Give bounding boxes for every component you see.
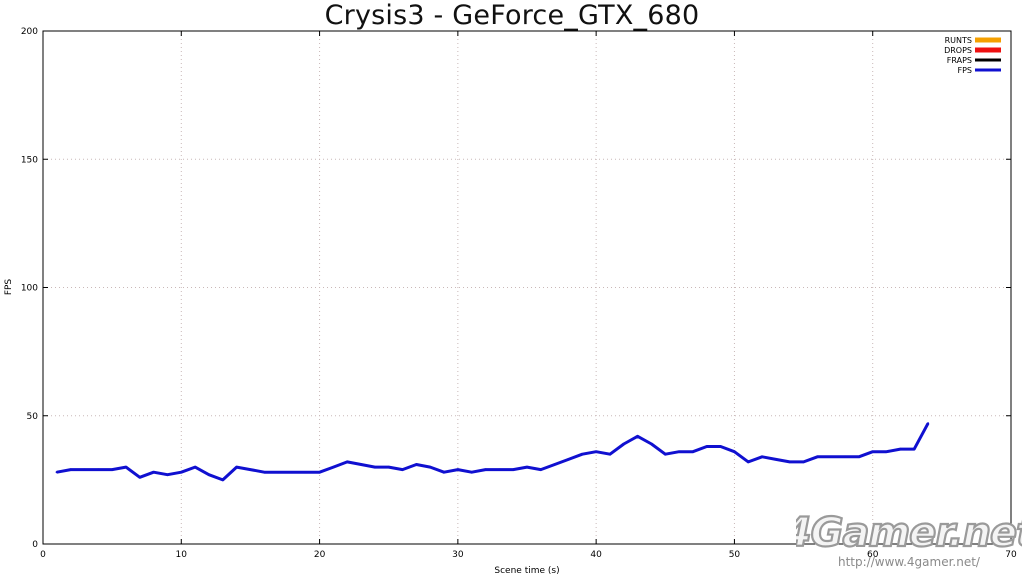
data-point bbox=[691, 450, 695, 453]
data-point bbox=[830, 455, 833, 458]
data-point bbox=[774, 458, 778, 461]
x-tick-label: 40 bbox=[590, 550, 602, 560]
data-point bbox=[650, 442, 653, 446]
data-point bbox=[871, 450, 874, 453]
axis-ticks: 0 10 20 30 40 50 60 70 0 50 100 150 200 bbox=[21, 27, 1017, 560]
data-point bbox=[636, 435, 639, 438]
x-tick-label: 20 bbox=[314, 550, 326, 560]
data-point bbox=[594, 450, 598, 453]
data-point bbox=[760, 455, 764, 458]
data-point bbox=[152, 470, 155, 474]
data-point bbox=[677, 450, 681, 453]
series-line-fps bbox=[56, 422, 930, 482]
x-tick-label: 30 bbox=[452, 550, 464, 560]
data-point bbox=[442, 470, 446, 474]
data-point bbox=[373, 465, 377, 469]
data-point bbox=[193, 465, 197, 469]
4gamer-logo-watermark: 4Gamer.net bbox=[796, 509, 1022, 557]
x-tick-label: 50 bbox=[729, 550, 741, 560]
data-point bbox=[664, 453, 667, 456]
data-point bbox=[456, 468, 460, 471]
data-point bbox=[221, 478, 224, 482]
y-tick-label: 0 bbox=[32, 540, 38, 550]
data-point bbox=[843, 455, 847, 458]
data-point bbox=[429, 465, 432, 469]
y-tick-label: 50 bbox=[27, 412, 39, 422]
data-point bbox=[138, 476, 141, 479]
x-tick-label: 10 bbox=[176, 550, 188, 560]
legend-label-fraps: FRAPS bbox=[947, 56, 972, 65]
data-point bbox=[401, 468, 404, 471]
x-tick-label: 60 bbox=[867, 550, 879, 560]
watermark-logo-text: 4Gamer.net bbox=[796, 510, 1022, 556]
series-layer bbox=[55, 422, 930, 482]
data-point bbox=[235, 465, 238, 469]
data-point bbox=[124, 465, 128, 469]
data-point bbox=[110, 468, 114, 471]
data-point bbox=[719, 445, 722, 448]
data-point bbox=[276, 470, 280, 474]
data-point bbox=[747, 460, 750, 464]
data-point bbox=[470, 470, 473, 474]
data-point bbox=[857, 455, 861, 458]
data-point bbox=[415, 463, 418, 466]
data-point bbox=[387, 465, 390, 469]
x-axis-label: Scene time (s) bbox=[494, 566, 559, 576]
data-point bbox=[207, 473, 211, 476]
data-point bbox=[55, 470, 59, 474]
x-tick-label: 0 bbox=[40, 550, 46, 560]
data-point bbox=[525, 465, 529, 469]
legend-label-runts: RUNTS bbox=[945, 36, 972, 45]
data-point bbox=[913, 447, 916, 451]
y-tick-label: 150 bbox=[21, 155, 38, 165]
data-point bbox=[83, 468, 86, 471]
data-point bbox=[166, 473, 169, 476]
data-point bbox=[622, 442, 625, 446]
y-tick-label: 200 bbox=[21, 27, 38, 37]
data-point bbox=[705, 445, 708, 448]
data-point bbox=[816, 455, 819, 458]
data-point bbox=[926, 422, 930, 425]
watermark-url: http://www.4gamer.net/ bbox=[838, 555, 980, 569]
data-point bbox=[332, 465, 335, 469]
data-point bbox=[249, 468, 252, 471]
data-point bbox=[553, 463, 556, 466]
data-point bbox=[97, 468, 100, 471]
data-point bbox=[802, 460, 805, 464]
data-point bbox=[498, 468, 501, 471]
data-point bbox=[567, 458, 570, 461]
legend-label-fps: FPS bbox=[957, 66, 972, 75]
data-point bbox=[788, 460, 791, 464]
data-point bbox=[290, 470, 294, 474]
data-point bbox=[899, 447, 902, 451]
y-axis-label: FPS bbox=[4, 279, 14, 296]
data-point bbox=[484, 468, 487, 471]
x-tick-label: 70 bbox=[1005, 550, 1017, 560]
chart-title: Crysis3 - GeForce_GTX_680 bbox=[324, 0, 700, 31]
grid bbox=[43, 31, 1011, 544]
data-point bbox=[180, 470, 183, 474]
data-point bbox=[733, 450, 736, 453]
data-point bbox=[511, 468, 515, 471]
data-point bbox=[263, 470, 266, 474]
data-point bbox=[304, 470, 307, 474]
data-point bbox=[539, 468, 543, 471]
data-point bbox=[318, 470, 321, 474]
y-tick-label: 100 bbox=[21, 284, 38, 294]
data-point bbox=[359, 463, 363, 466]
data-point bbox=[608, 453, 612, 456]
legend-label-drops: DROPS bbox=[944, 46, 972, 55]
data-point bbox=[346, 460, 349, 464]
data-point bbox=[885, 450, 888, 453]
data-point bbox=[69, 468, 72, 471]
data-point bbox=[581, 453, 584, 456]
